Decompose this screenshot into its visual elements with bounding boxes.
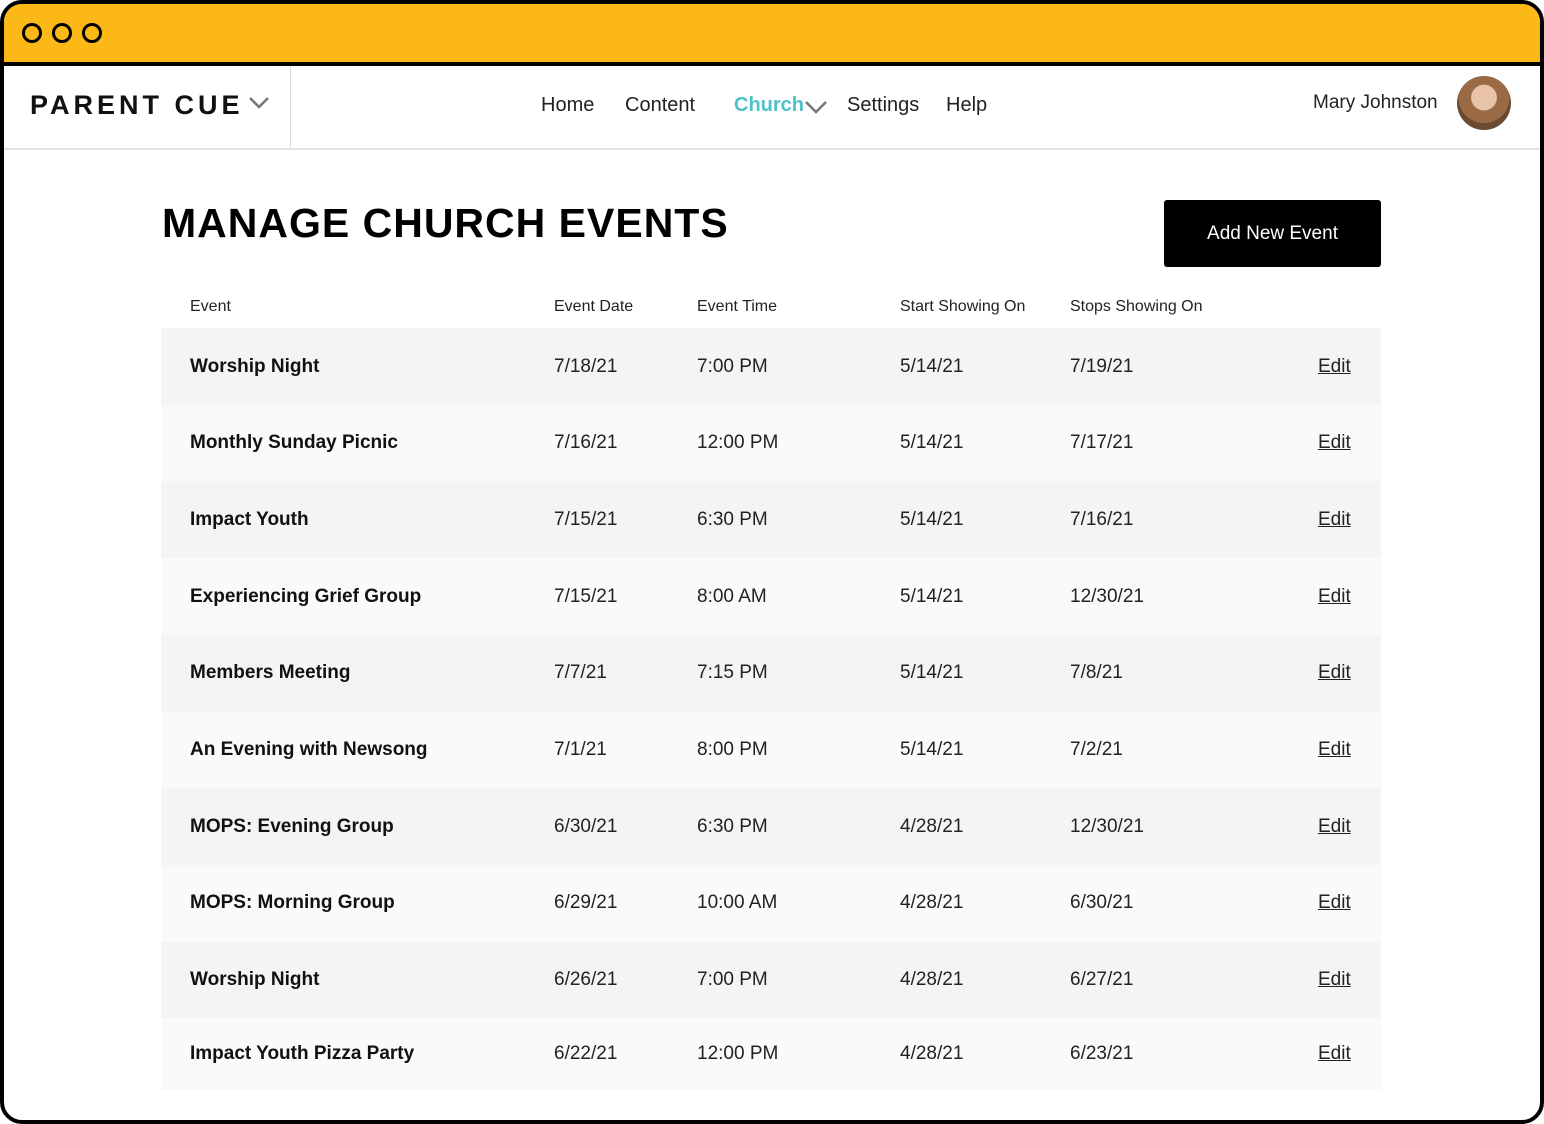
column-header: Event Time [697, 298, 778, 315]
table-row: Worship Night 6/26/21 7:00 PM 4/28/21 6/27/2… [161, 941, 1381, 1019]
table-cell: 7/7/21 [554, 662, 607, 684]
table-cell: 5/14/21 [900, 508, 964, 530]
table-cell: 4/28/21 [900, 815, 964, 837]
table-cell: 6/26/21 [554, 969, 618, 991]
edit-link[interactable]: Edit [1318, 892, 1351, 914]
table-row: An Evening with Newsong 7/1/21 8:00 PM 5/14… [161, 711, 1381, 789]
table-cell: 7/15/21 [554, 585, 618, 607]
edit-link[interactable]: Edit [1318, 585, 1351, 607]
table-cell: 7:00 PM [697, 969, 768, 991]
table-cell: MOPS: Evening Group [190, 815, 394, 837]
table-cell: 10:00 AM [697, 892, 778, 914]
nav-bar: PARENT CUE Home Content Church Settings Help… [4, 66, 1540, 150]
nav-link[interactable]: Home [541, 94, 595, 116]
table-cell: 12/30/21 [1070, 585, 1144, 607]
table-cell: 7:00 PM [697, 355, 768, 377]
logo[interactable]: PARENT CUE [30, 90, 244, 120]
table-row: Worship Night 7/18/21 7:00 PM 5/14/21 7/19/2… [161, 328, 1381, 405]
column-header: Event [190, 298, 231, 315]
table-cell: 8:00 AM [697, 585, 767, 607]
table-cell: 6:30 PM [697, 815, 768, 837]
table-row: Impact Youth Pizza Party 6/22/21 12:00 PM 4… [161, 1018, 1381, 1091]
table-row: Experiencing Grief Group 7/15/21 8:00 AM 5/… [161, 558, 1381, 636]
table-cell: 5/14/21 [900, 662, 964, 684]
column-header: Stops Showing On [1070, 298, 1203, 315]
window-button[interactable] [82, 23, 102, 43]
table-cell: 12:00 PM [697, 1043, 779, 1065]
table-cell: Members Meeting [190, 662, 351, 684]
table-cell: 5/14/21 [900, 739, 964, 760]
table-cell: 6/27/21 [1070, 969, 1134, 991]
logo-chevron[interactable] [248, 96, 270, 110]
divider [290, 66, 291, 148]
nav-link[interactable]: Settings [847, 94, 920, 116]
table-cell: 6/30/21 [1070, 892, 1134, 914]
edit-link[interactable]: Edit [1318, 355, 1351, 377]
table-cell: 12:00 PM [697, 432, 779, 454]
avatar[interactable] [1457, 76, 1511, 130]
title-bar [4, 4, 1540, 66]
table-cell: Experiencing Grief Group [190, 585, 422, 607]
table-cell: 7/15/21 [554, 508, 618, 530]
column-header: Event Date [554, 298, 634, 315]
table-cell: 7/8/21 [1070, 662, 1123, 684]
table-cell: 7/1/21 [554, 739, 607, 760]
table-cell: 12/30/21 [1070, 815, 1144, 837]
nav-link[interactable]: Help [946, 94, 988, 116]
table-cell: 7/2/21 [1070, 739, 1123, 760]
nav-chevron[interactable] [804, 100, 828, 114]
page-title: MANAGE CHURCH EVENTS [162, 200, 729, 246]
edit-link[interactable]: Edit [1318, 508, 1351, 530]
table-cell: 4/28/21 [900, 892, 964, 914]
table-cell: Monthly Sunday Picnic [190, 432, 398, 454]
table-cell: 7/16/21 [1070, 508, 1134, 530]
nav-link[interactable]: Church [734, 94, 804, 116]
table-cell: 6:30 PM [697, 508, 768, 530]
table-cell: 5/14/21 [900, 585, 964, 607]
table-row: Members Meeting 7/7/21 7:15 PM 5/14/21 7/8/2… [161, 634, 1381, 712]
table-cell: 7/18/21 [554, 355, 618, 377]
user-name[interactable]: Mary Johnston [1313, 92, 1438, 113]
table-cell: Impact Youth Pizza Party [190, 1043, 415, 1065]
edit-link[interactable]: Edit [1318, 969, 1351, 991]
table-cell: 6/30/21 [554, 815, 618, 837]
table-cell: 6/23/21 [1070, 1043, 1134, 1065]
window-button[interactable] [22, 23, 42, 43]
edit-link[interactable]: Edit [1318, 662, 1351, 684]
table-cell: 7/19/21 [1070, 355, 1134, 377]
edit-link[interactable]: Edit [1318, 432, 1351, 454]
table-cell: 4/28/21 [900, 969, 964, 991]
edit-link[interactable]: Edit [1318, 1043, 1351, 1065]
table-cell: 7/17/21 [1070, 432, 1134, 454]
table-cell: 7:15 PM [697, 662, 768, 684]
table-row: MOPS: Evening Group 6/30/21 6:30 PM 4/28/21… [161, 788, 1381, 866]
edit-link[interactable]: Edit [1318, 815, 1351, 837]
table-cell: 8:00 PM [697, 739, 768, 760]
table-cell: MOPS: Morning Group [190, 892, 395, 914]
table-cell: 5/14/21 [900, 432, 964, 454]
nav-link[interactable]: Content [625, 94, 696, 116]
table-row: Impact Youth 7/15/21 6:30 PM 5/14/21 7/16/21… [161, 481, 1381, 559]
table-cell: Worship Night [190, 355, 320, 377]
table-cell: Worship Night [190, 969, 320, 991]
table-row: MOPS: Morning Group 6/29/21 10:00 AM 4/28/2… [161, 864, 1381, 942]
table-cell: 4/28/21 [900, 1043, 964, 1065]
table-cell: 5/14/21 [900, 355, 964, 377]
column-header: Start Showing On [900, 298, 1026, 315]
table-cell: An Evening with Newsong [190, 739, 428, 760]
add-button[interactable]: Add New Event [1164, 200, 1381, 267]
edit-link[interactable]: Edit [1318, 739, 1351, 760]
table-cell: 6/22/21 [554, 1043, 618, 1065]
table-cell: Impact Youth [190, 508, 309, 530]
table-cell: 6/29/21 [554, 892, 618, 914]
table-row: Monthly Sunday Picnic 7/16/21 12:00 PM 5/14… [161, 404, 1381, 482]
window-button[interactable] [52, 23, 72, 43]
table-cell: 7/16/21 [554, 432, 618, 454]
